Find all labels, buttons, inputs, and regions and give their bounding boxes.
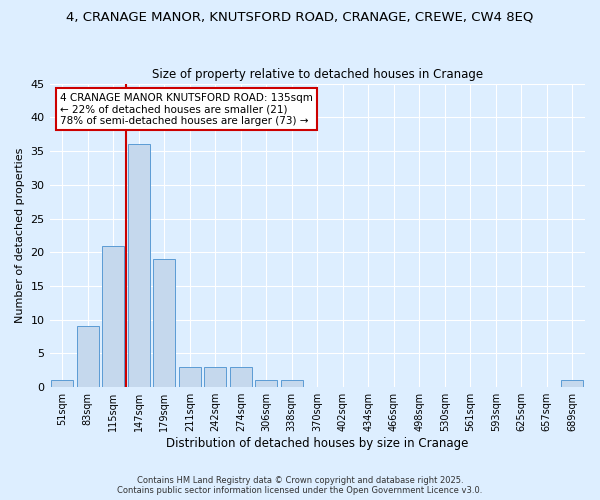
Text: 4 CRANAGE MANOR KNUTSFORD ROAD: 135sqm
← 22% of detached houses are smaller (21): 4 CRANAGE MANOR KNUTSFORD ROAD: 135sqm ←… [60,92,313,126]
Bar [77,326,98,387]
Bar [52,380,73,387]
Bar [128,144,149,387]
Bar [103,246,124,387]
Bar [562,380,583,387]
Bar [230,367,251,387]
Text: Contains HM Land Registry data © Crown copyright and database right 2025.
Contai: Contains HM Land Registry data © Crown c… [118,476,482,495]
Bar [179,367,200,387]
Bar [205,367,226,387]
Text: 4, CRANAGE MANOR, KNUTSFORD ROAD, CRANAGE, CREWE, CW4 8EQ: 4, CRANAGE MANOR, KNUTSFORD ROAD, CRANAG… [67,10,533,23]
X-axis label: Distribution of detached houses by size in Cranage: Distribution of detached houses by size … [166,437,469,450]
Bar [281,380,302,387]
Y-axis label: Number of detached properties: Number of detached properties [15,148,25,323]
Bar [256,380,277,387]
Title: Size of property relative to detached houses in Cranage: Size of property relative to detached ho… [152,68,483,81]
Bar [154,259,175,387]
